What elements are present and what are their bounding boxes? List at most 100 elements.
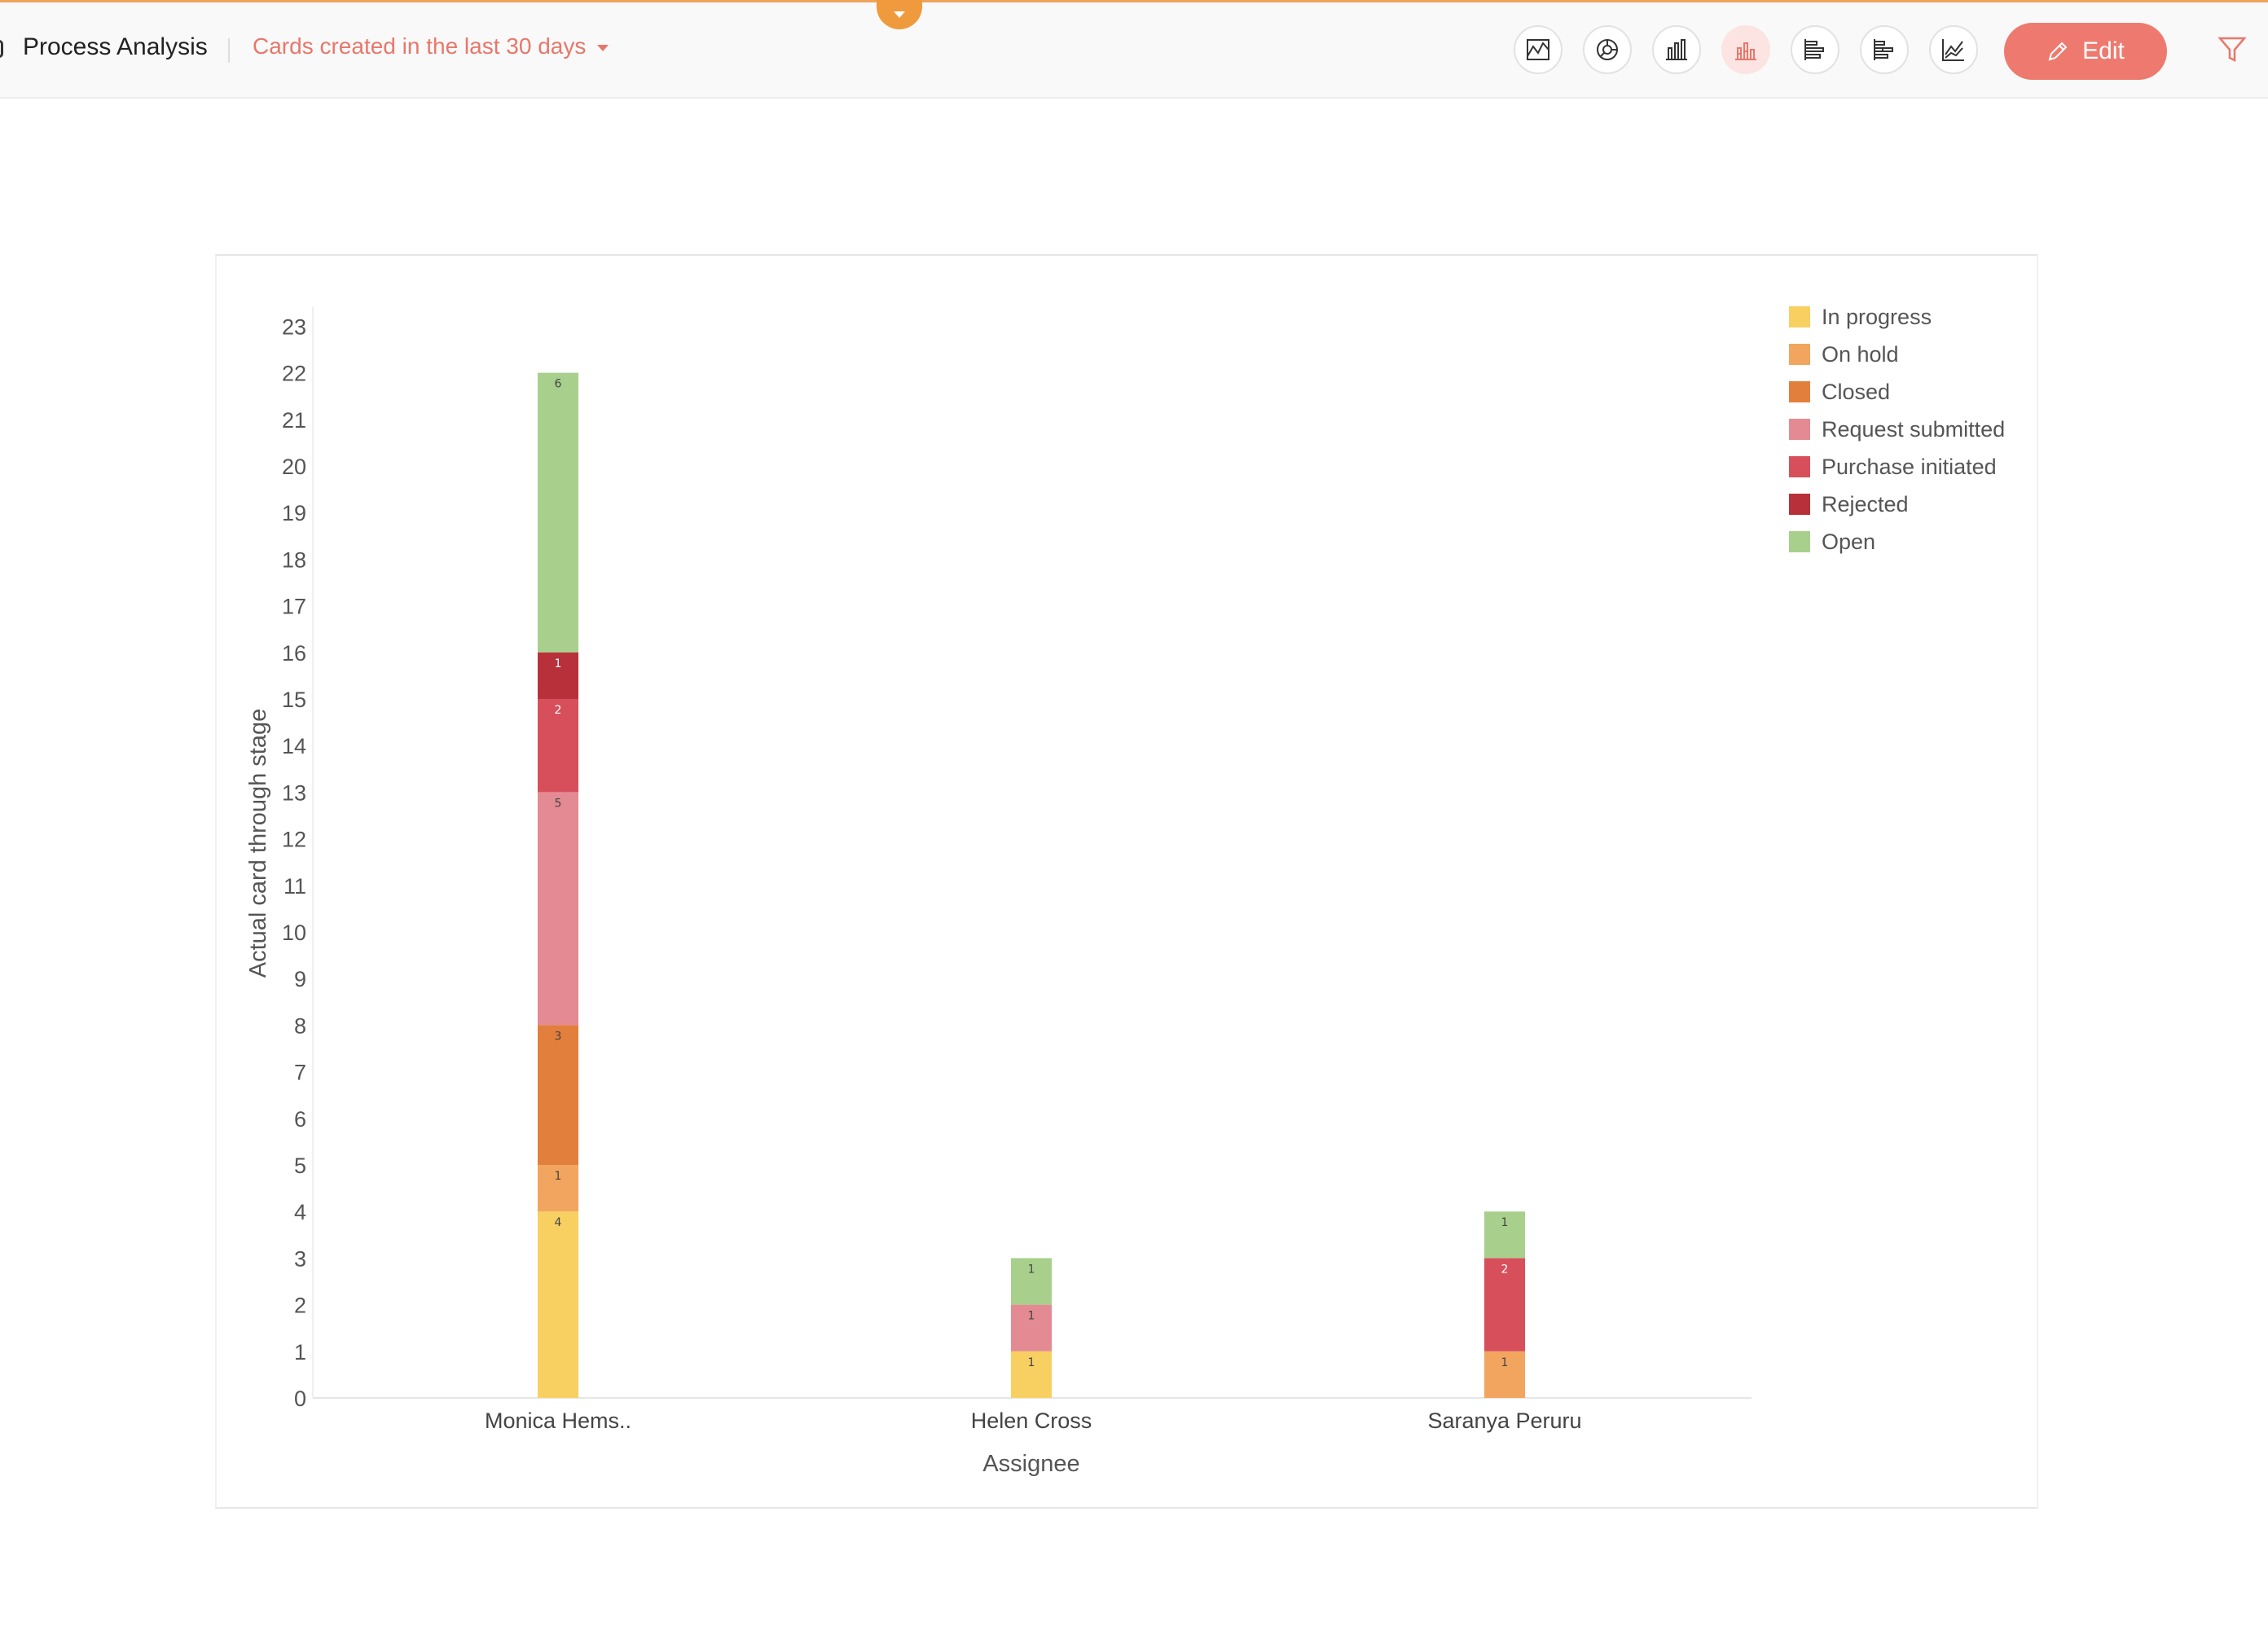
y-tick-label: 23 — [282, 314, 306, 339]
bar-segment — [538, 1165, 578, 1212]
y-tick-label: 6 — [294, 1107, 306, 1132]
y-tick-label: 9 — [294, 967, 306, 991]
legend-swatch — [1789, 419, 1810, 440]
legend-label: Request submitted — [1822, 416, 2006, 442]
legend-swatch — [1789, 306, 1810, 327]
filter-funnel-icon[interactable] — [2217, 35, 2247, 64]
stacked-bar-chart-icon — [1735, 42, 1756, 60]
y-tick-label: 15 — [282, 688, 306, 712]
legend-swatch — [1789, 494, 1810, 515]
bar-data-label: 1 — [1028, 1356, 1035, 1369]
area-chart-icon — [1527, 39, 1549, 60]
bar-segment — [1011, 1304, 1052, 1351]
y-tick-label: 18 — [282, 547, 306, 572]
bar-segment — [538, 1025, 578, 1165]
bar-data-label: 6 — [555, 378, 562, 391]
sidebar-edge-icon[interactable] — [0, 40, 3, 58]
pie-chart-icon — [1597, 39, 1618, 60]
chevron-down-icon — [597, 45, 609, 51]
x-axis-label: Assignee — [982, 1451, 1079, 1477]
legend-item[interactable]: On hold — [1789, 336, 2005, 373]
x-tick-label: Saranya Peruru — [1427, 1408, 1581, 1433]
bar-data-label: 5 — [555, 797, 562, 810]
bar-data-label: 2 — [555, 704, 562, 717]
y-tick-label: 21 — [282, 408, 306, 433]
chevron-down-icon — [894, 11, 905, 18]
bar-data-label: 1 — [1501, 1356, 1509, 1369]
date-filter-label: Cards created in the last 30 days — [253, 33, 587, 59]
bar-segment — [538, 792, 578, 1026]
legend-item[interactable]: Open — [1789, 523, 2005, 560]
y-tick-label: 3 — [294, 1246, 306, 1271]
legend-swatch — [1789, 344, 1810, 365]
bar-data-label: 3 — [555, 1030, 562, 1043]
header-divider — [228, 38, 230, 63]
pie-chart-button[interactable] — [1583, 25, 1632, 74]
header-bar: Process Analysis Cards created in the la… — [0, 2, 2268, 99]
y-tick-label: 7 — [294, 1061, 306, 1085]
x-tick-label: Helen Cross — [971, 1408, 1092, 1433]
bar-chart-icon — [1666, 39, 1687, 60]
horizontal-bar-chart-icon — [1804, 39, 1824, 60]
date-filter-dropdown[interactable]: Cards created in the last 30 days — [253, 33, 609, 59]
y-tick-label: 2 — [294, 1294, 306, 1318]
y-tick-label: 17 — [282, 595, 306, 619]
y-tick-label: 19 — [282, 501, 306, 525]
bar-segment — [1484, 1211, 1525, 1259]
bar-segment — [538, 1211, 578, 1398]
line-chart-icon — [1942, 39, 1964, 61]
y-tick-label: 20 — [282, 455, 306, 479]
y-tick-label: 8 — [294, 1013, 306, 1038]
legend-item[interactable]: Closed — [1789, 373, 2005, 411]
y-tick-label: 16 — [282, 641, 306, 666]
chart-legend: In progress On hold Closed Request submitte… — [1789, 298, 2005, 560]
legend-item[interactable]: In progress — [1789, 298, 2005, 336]
line-chart-button[interactable] — [1929, 25, 1978, 74]
legend-label: Rejected — [1822, 491, 1909, 516]
legend-label: On hold — [1822, 341, 1899, 367]
horizontal-bar-chart-button[interactable] — [1791, 25, 1839, 74]
y-tick-label: 0 — [294, 1387, 306, 1411]
legend-swatch — [1789, 381, 1810, 402]
legend-swatch — [1789, 456, 1810, 477]
y-tick-label: 1 — [294, 1340, 306, 1365]
legend-label: In progress — [1822, 304, 1932, 329]
legend-item[interactable]: Request submitted — [1789, 411, 2005, 448]
bar-segment — [538, 652, 578, 699]
stacked-horizontal-bar-chart-icon — [1874, 39, 1893, 60]
stacked-bar-chart-button[interactable] — [1721, 25, 1770, 74]
y-tick-label: 5 — [294, 1154, 306, 1178]
y-tick-label: 22 — [282, 362, 306, 386]
pencil-icon — [2048, 42, 2068, 61]
area-chart-button[interactable] — [1514, 25, 1563, 74]
legend-label: Purchase initiated — [1822, 454, 1997, 479]
y-tick-label: 11 — [284, 874, 306, 899]
bar-segment — [538, 372, 578, 653]
bar-segment — [1011, 1258, 1052, 1305]
y-tick-label: 14 — [282, 734, 306, 758]
edit-button-label: Edit — [2082, 37, 2125, 64]
bar-data-label: 2 — [1501, 1263, 1509, 1276]
legend-item[interactable]: Rejected — [1789, 486, 2005, 523]
bar-data-label: 1 — [1028, 1263, 1035, 1276]
y-tick-label: 13 — [282, 780, 306, 805]
legend-label: Open — [1822, 529, 1876, 554]
x-tick-label: Monica Hems.. — [485, 1408, 631, 1433]
bar-chart-button[interactable] — [1652, 25, 1701, 74]
bar-data-label: 1 — [1028, 1310, 1035, 1323]
y-axis-label: Actual card through stage — [245, 709, 271, 978]
chart-panel — [215, 254, 2038, 1509]
y-tick-label: 12 — [282, 828, 306, 852]
legend-item[interactable]: Purchase initiated — [1789, 448, 2005, 486]
page-title: Process Analysis — [23, 33, 208, 60]
bar-data-label: 4 — [555, 1216, 562, 1229]
y-tick-label: 10 — [282, 921, 306, 945]
top-accent-line — [0, 0, 2268, 2]
bar-data-label: 1 — [555, 1170, 562, 1183]
y-tick-label: 4 — [294, 1200, 306, 1224]
legend-swatch — [1789, 531, 1810, 552]
stacked-horizontal-bar-chart-button[interactable] — [1860, 25, 1909, 74]
edit-button[interactable]: Edit — [2004, 23, 2167, 80]
bar-segment — [1011, 1351, 1052, 1398]
